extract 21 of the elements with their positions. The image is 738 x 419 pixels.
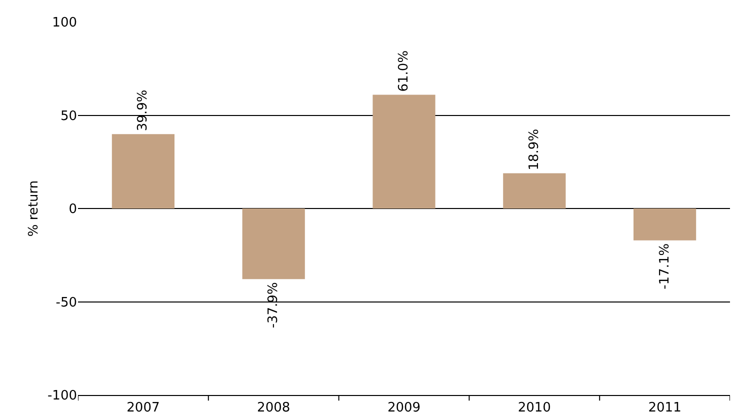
x-tick-label: 2009 <box>387 400 421 416</box>
x-tick-label: 2008 <box>257 400 290 416</box>
y-tick-label: 0 <box>68 202 77 218</box>
x-tick-label: 2007 <box>126 400 160 416</box>
y-tick-label: 100 <box>52 16 77 31</box>
data-label: 61.0% <box>396 50 412 92</box>
y-tick-label: -50 <box>56 295 77 310</box>
y-tick-label: 50 <box>60 108 77 124</box>
data-label: -37.9% <box>266 282 282 328</box>
bar <box>242 208 305 280</box>
x-tick-label: 2010 <box>518 400 551 416</box>
y-tick-label: -100 <box>47 388 77 404</box>
bar <box>503 173 566 208</box>
y-axis-title: % return <box>26 180 42 237</box>
bar <box>372 94 436 208</box>
x-tick-label: 2011 <box>648 400 682 416</box>
data-label: 18.9% <box>526 128 542 170</box>
data-label: -17.1% <box>657 243 672 290</box>
bar <box>634 208 696 240</box>
data-label: 39.9% <box>136 90 151 132</box>
bar <box>112 134 174 208</box>
